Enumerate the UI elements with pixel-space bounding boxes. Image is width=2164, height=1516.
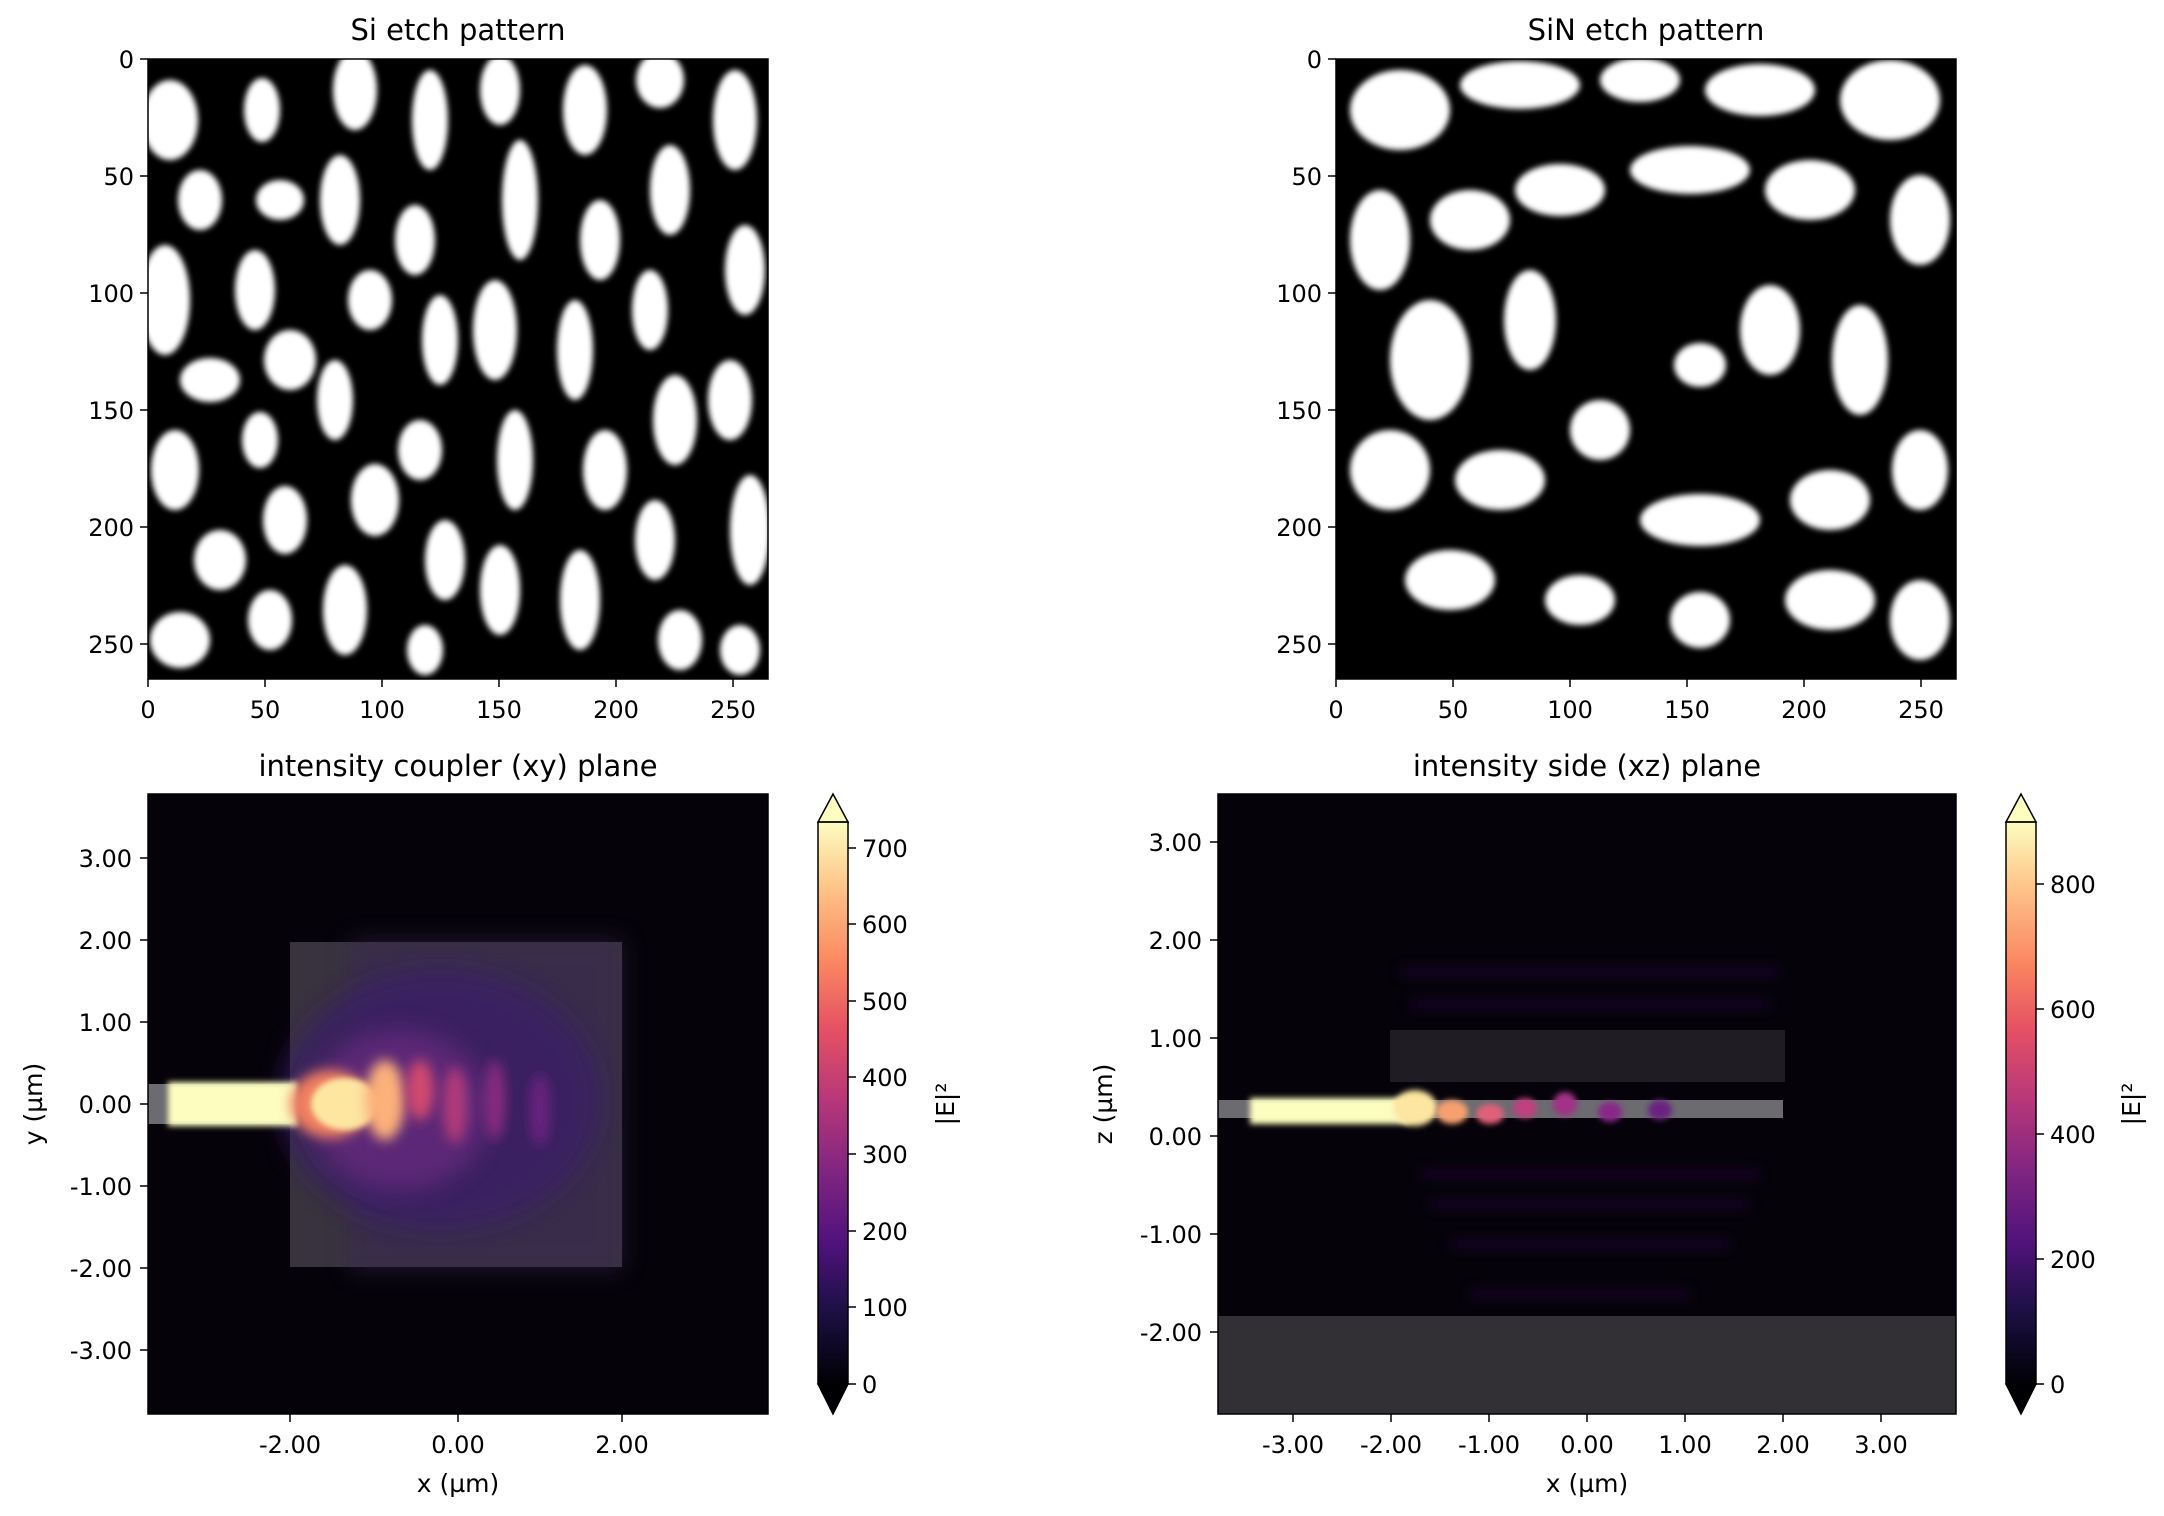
y-tick-label: 3.00 <box>1149 829 1202 857</box>
x-tick-label: 100 <box>1547 696 1593 724</box>
y-tick-label: -3.00 <box>70 1337 132 1365</box>
x-axis-ticks: -2.00 0.00 2.00 <box>259 1414 649 1459</box>
colorbar-tick-label: 500 <box>862 988 908 1016</box>
x-axis-label: x (µm) <box>417 1469 500 1498</box>
x-axis-ticks: 0 50 100 150 200 250 <box>1328 679 1944 724</box>
si-etch-panel: Si etch pattern <box>88 13 769 724</box>
y-tick-label: 200 <box>88 514 134 542</box>
y-tick-label: 0 <box>119 46 134 74</box>
x-tick-label: 250 <box>710 696 756 724</box>
y-tick-label: -2.00 <box>1140 1319 1202 1347</box>
x-tick-label: -1.00 <box>1458 1431 1520 1459</box>
sin-etch-image <box>1336 59 1956 679</box>
colorbar-label: |E|² <box>2117 1083 2146 1126</box>
colorbar-tick-label: 600 <box>2050 996 2096 1024</box>
panel-title: intensity coupler (xy) plane <box>258 749 657 783</box>
y-axis-ticks: 3.00 2.00 1.00 0.00 -1.00 -2.00 -3.00 <box>70 845 148 1365</box>
y-axis-label: y (µm) <box>19 1063 48 1146</box>
x-tick-label: 100 <box>359 696 405 724</box>
y-tick-label: -1.00 <box>70 1173 132 1201</box>
colorbar-tick-label: 400 <box>2050 1121 2096 1149</box>
x-tick-label: 250 <box>1898 696 1944 724</box>
colorbar-extend-min <box>2004 1383 2038 1416</box>
colorbar-tick-label: 0 <box>862 1371 877 1399</box>
colorbar-tick-label: 700 <box>862 835 908 863</box>
colorbar-tick-label: 100 <box>862 1294 908 1322</box>
x-tick-label: 0 <box>140 696 155 724</box>
y-tick-label: 0 <box>1307 46 1322 74</box>
y-tick-label: 100 <box>1276 280 1322 308</box>
y-tick-label: 3.00 <box>79 845 132 873</box>
side-xz-panel: intensity side (xz) plane 3.00 2.00 1 <box>1089 749 2146 1498</box>
sin-etch-panel: SiN etch pattern 0 <box>1276 13 1957 724</box>
x-tick-label: 0 <box>1328 696 1343 724</box>
y-tick-label: 250 <box>1276 631 1322 659</box>
x-axis-ticks: 0 50 100 150 200 250 <box>140 679 756 724</box>
y-axis-ticks: 0 50 100 150 200 250 <box>88 46 148 659</box>
colorbar-tick-label: 200 <box>2050 1246 2096 1274</box>
colorbar-tick-label: 0 <box>2050 1371 2065 1399</box>
x-tick-label: -2.00 <box>1360 1431 1422 1459</box>
y-axis-ticks: 0 50 100 150 200 250 <box>1276 46 1336 659</box>
x-tick-label: 50 <box>1438 696 1469 724</box>
colorbar-extend-min <box>816 1383 850 1416</box>
x-tick-label: 1.00 <box>1658 1431 1711 1459</box>
y-tick-label: -2.00 <box>70 1255 132 1283</box>
y-tick-label: 200 <box>1276 514 1322 542</box>
y-tick-label: 100 <box>88 280 134 308</box>
y-axis-label: z (µm) <box>1089 1064 1118 1145</box>
xy-intensity-image <box>148 794 768 1414</box>
colorbar-tick-label: 600 <box>862 911 908 939</box>
panel-title: intensity side (xz) plane <box>1413 749 1761 783</box>
y-tick-label: 2.00 <box>1149 927 1202 955</box>
y-tick-label: 2.00 <box>79 927 132 955</box>
colorbar-tick-label: 200 <box>862 1218 908 1246</box>
y-tick-label: 0.00 <box>79 1091 132 1119</box>
x-tick-label: 2.00 <box>595 1431 648 1459</box>
panel-title: Si etch pattern <box>351 13 566 47</box>
colorbar-extend-max <box>2004 792 2038 823</box>
si-etch-image <box>148 59 768 679</box>
panel-title: SiN etch pattern <box>1528 13 1765 47</box>
x-tick-label: 150 <box>476 696 522 724</box>
y-tick-label: 1.00 <box>1149 1025 1202 1053</box>
x-tick-label: 200 <box>1781 696 1827 724</box>
y-tick-label: 50 <box>1291 163 1322 191</box>
colorbar-tick-label: 800 <box>2050 871 2096 899</box>
y-tick-label: 150 <box>1276 397 1322 425</box>
colorbar-extend-max <box>816 792 850 823</box>
x-tick-label: 150 <box>1664 696 1710 724</box>
colorbar: 0 100 200 300 400 500 600 700 |E|² <box>816 792 960 1416</box>
y-tick-label: 50 <box>103 163 134 191</box>
colorbar-tick-label: 300 <box>862 1141 908 1169</box>
xz-intensity-image <box>1218 794 1956 1414</box>
colorbar: 0 200 400 600 800 |E|² <box>2004 792 2146 1416</box>
y-tick-label: -1.00 <box>1140 1221 1202 1249</box>
x-tick-label: 50 <box>250 696 281 724</box>
y-tick-label: 1.00 <box>79 1009 132 1037</box>
x-tick-label: -3.00 <box>1262 1431 1324 1459</box>
x-tick-label: 3.00 <box>1854 1431 1907 1459</box>
y-tick-label: 250 <box>88 631 134 659</box>
colorbar-tick-label: 400 <box>862 1064 908 1092</box>
x-tick-label: 2.00 <box>1756 1431 1809 1459</box>
coupler-xy-panel: intensity coupler (xy) plane 3.00 2.00 1… <box>19 749 960 1498</box>
y-axis-ticks: 3.00 2.00 1.00 0.00 -1.00 -2.00 <box>1140 829 1218 1347</box>
x-tick-label: 0.00 <box>1560 1431 1613 1459</box>
x-axis-ticks: -3.00 -2.00 -1.00 0.00 1.00 2.00 3.00 <box>1262 1414 1908 1459</box>
x-tick-label: 0.00 <box>431 1431 484 1459</box>
y-tick-label: 0.00 <box>1149 1123 1202 1151</box>
colorbar-label: |E|² <box>931 1083 960 1126</box>
x-axis-label: x (µm) <box>1546 1469 1629 1498</box>
x-tick-label: -2.00 <box>259 1431 321 1459</box>
x-tick-label: 200 <box>593 696 639 724</box>
y-tick-label: 150 <box>88 397 134 425</box>
